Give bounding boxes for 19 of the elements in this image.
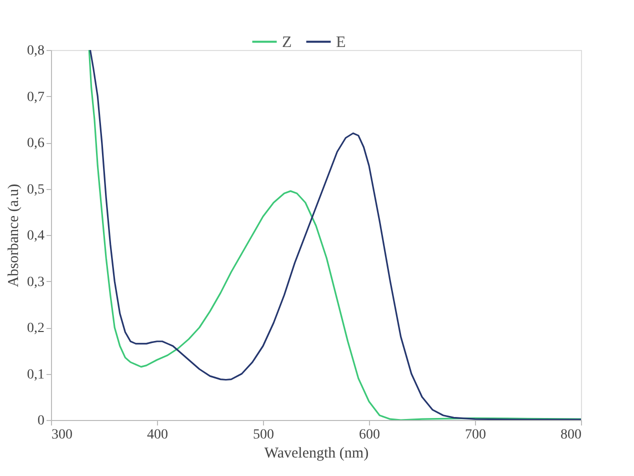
y-tick-label: 0,8 bbox=[27, 44, 44, 58]
y-tick-label: 0,7 bbox=[27, 90, 44, 105]
y-axis-title: Absorbance (a.u) bbox=[6, 184, 22, 288]
x-tick-label: 300 bbox=[52, 428, 72, 442]
legend-label: E bbox=[336, 34, 346, 51]
x-axis-title: Wavelength (nm) bbox=[264, 446, 369, 462]
x-tick-label: 800 bbox=[560, 428, 582, 442]
y-tick-label: 0,4 bbox=[27, 228, 44, 244]
y-tick-label: 0,1 bbox=[27, 367, 44, 382]
y-tick-label: 0,3 bbox=[27, 274, 44, 290]
x-tick-label: 700 bbox=[465, 428, 486, 442]
y-tick-label: 0 bbox=[38, 414, 44, 428]
y-tick-label: 0,6 bbox=[27, 136, 44, 151]
y-tick-label: 0,2 bbox=[27, 321, 44, 336]
legend-label: Z bbox=[282, 34, 292, 51]
x-tick-label: 600 bbox=[359, 428, 380, 442]
x-tick-label: 400 bbox=[147, 428, 168, 442]
x-tick-label: 500 bbox=[253, 428, 274, 442]
y-tick-label: 0,5 bbox=[27, 182, 44, 198]
